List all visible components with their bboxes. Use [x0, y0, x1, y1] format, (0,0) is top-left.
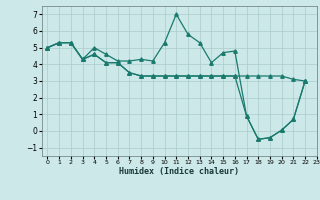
X-axis label: Humidex (Indice chaleur): Humidex (Indice chaleur)	[119, 167, 239, 176]
